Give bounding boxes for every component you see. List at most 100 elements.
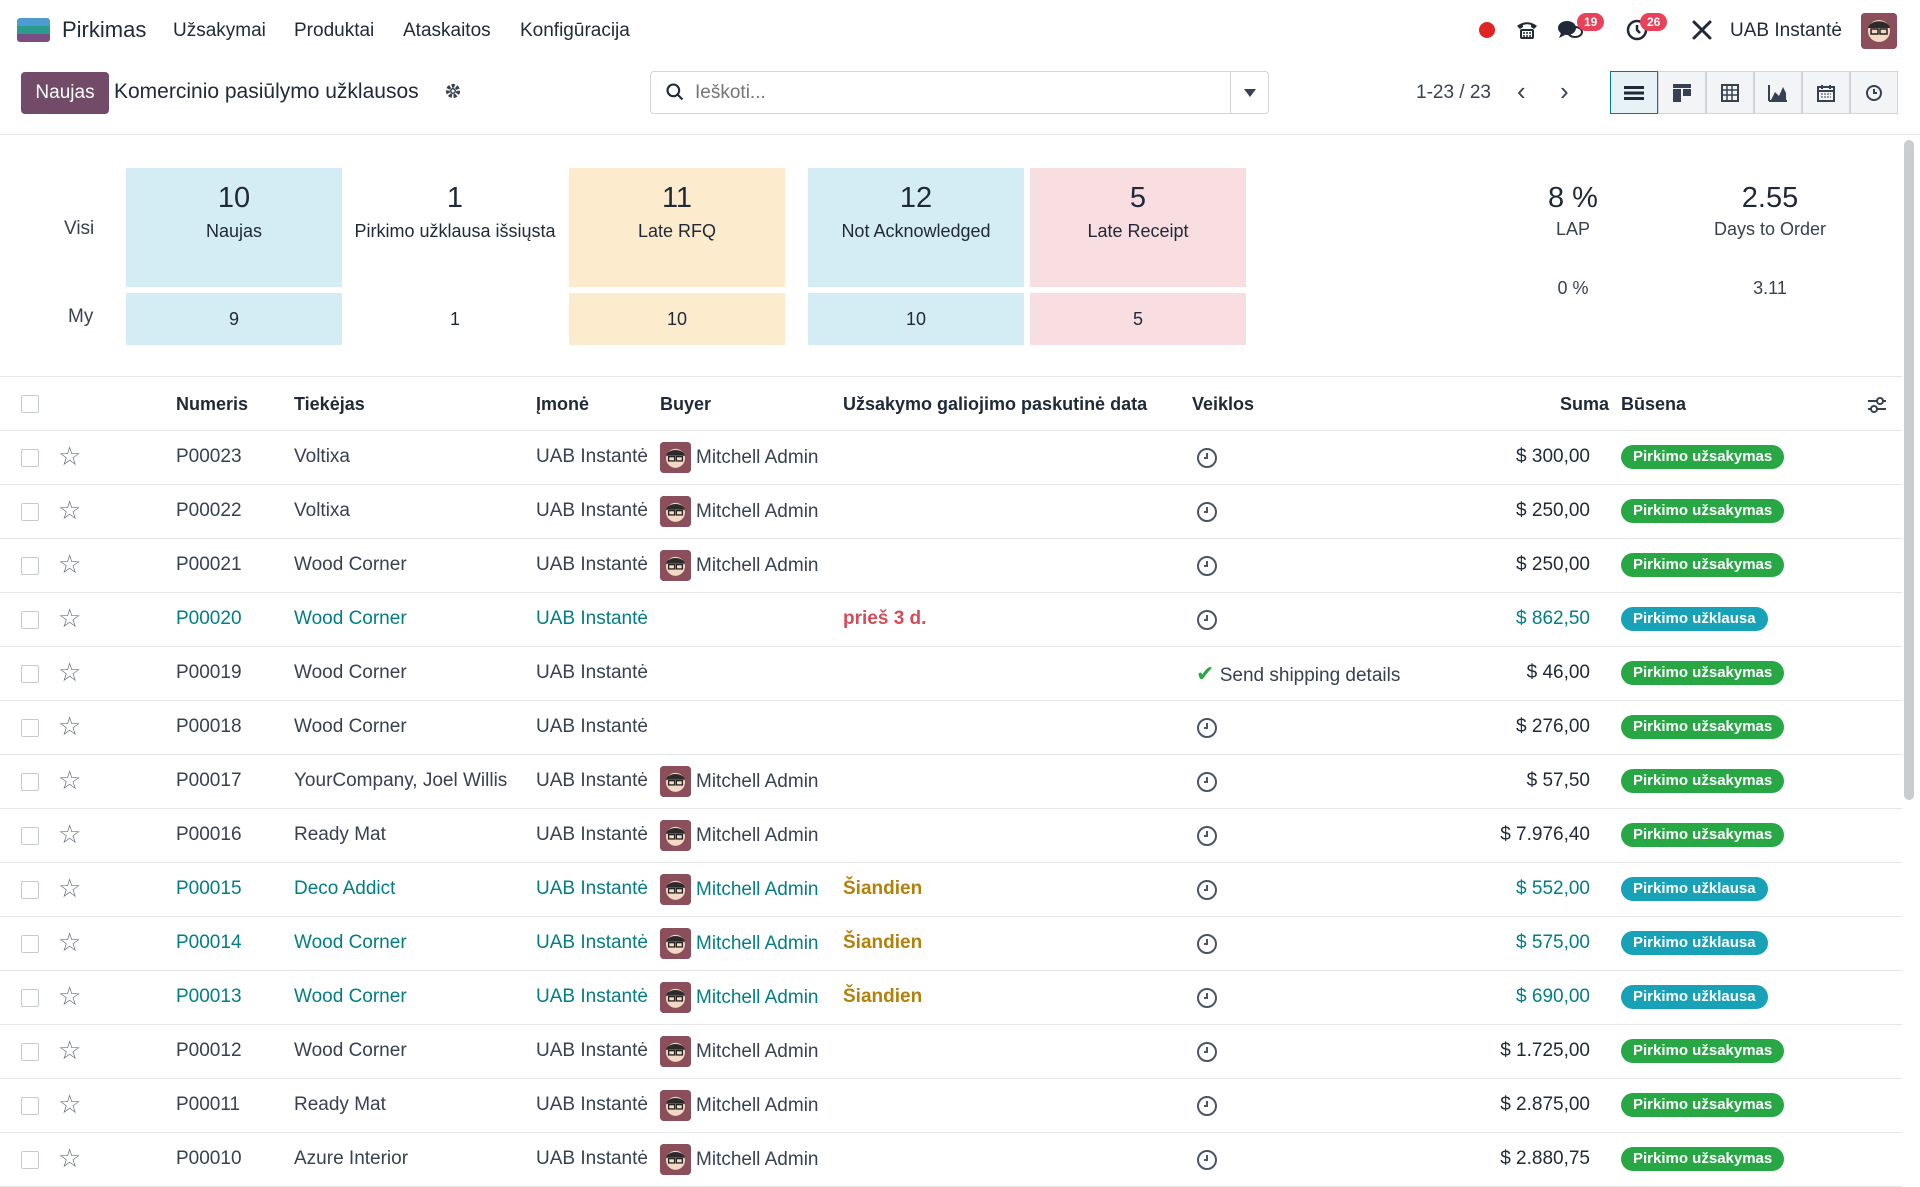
star-icon[interactable]: ☆	[58, 981, 82, 1011]
table-row[interactable]: ☆ P00011 Ready Mat UAB Instantė Mitchell Adm…	[0, 1079, 1902, 1133]
star-icon[interactable]: ☆	[58, 1089, 82, 1119]
row-checkbox[interactable]	[21, 1097, 39, 1115]
dashboard-tile-my[interactable]: 10	[808, 293, 1024, 345]
activity-clock-icon[interactable]	[1196, 879, 1218, 901]
star-icon[interactable]: ☆	[58, 927, 82, 957]
row-checkbox[interactable]	[21, 449, 39, 467]
table-row[interactable]: ☆ P00020 Wood Corner UAB Instantė prieš 3 d.…	[0, 593, 1902, 647]
menu-reporting[interactable]: Ataskaitos	[403, 20, 491, 41]
new-button[interactable]: Naujas	[21, 72, 109, 114]
gear-icon[interactable]	[444, 82, 462, 100]
menu-products[interactable]: Produktai	[294, 20, 375, 41]
row-checkbox[interactable]	[21, 503, 39, 521]
messages-icon[interactable]	[1557, 19, 1583, 41]
column-buyer[interactable]: Buyer	[660, 394, 712, 414]
table-row[interactable]: ☆ P00021 Wood Corner UAB Instantė Mitchell A…	[0, 539, 1902, 593]
dashboard-tile-all[interactable]: 11 Late RFQ	[569, 168, 785, 287]
table-row[interactable]: ☆ P00014 Wood Corner UAB Instantė Mitchell A…	[0, 917, 1902, 971]
table-row[interactable]: ☆ P00015 Deco Addict UAB Instantė Mitchell A…	[0, 863, 1902, 917]
column-total[interactable]: Suma	[1560, 394, 1610, 414]
activity-clock-icon[interactable]	[1196, 609, 1218, 631]
activity-clock-icon[interactable]	[1196, 933, 1218, 955]
list-view-button[interactable]	[1610, 71, 1658, 114]
optional-columns-icon[interactable]	[1867, 395, 1887, 415]
activity-view-button[interactable]	[1850, 71, 1898, 114]
pager-next-icon[interactable]: ›	[1560, 76, 1569, 106]
activity-clock-icon[interactable]	[1196, 1149, 1218, 1171]
activity-clock-icon[interactable]	[1196, 447, 1218, 469]
row-activity[interactable]: ✔ Send shipping details	[1196, 661, 1400, 687]
table-row[interactable]: ☆ P00016 Ready Mat UAB Instantė Mitchell Adm…	[0, 809, 1902, 863]
column-deadline[interactable]: Užsakymo galiojimo paskutinė data	[843, 394, 1148, 414]
recording-indicator-icon[interactable]	[1479, 22, 1495, 38]
row-checkbox[interactable]	[21, 827, 39, 845]
calendar-view-button[interactable]	[1802, 71, 1850, 114]
star-icon[interactable]: ☆	[58, 1143, 82, 1173]
dashboard-tile-all[interactable]: 12 Not Acknowledged	[808, 168, 1024, 287]
row-checkbox[interactable]	[21, 935, 39, 953]
dashboard-tile-my[interactable]: 5	[1030, 293, 1246, 345]
table-row[interactable]: ☆ P00012 Wood Corner UAB Instantė Mitchell A…	[0, 1025, 1902, 1079]
app-name[interactable]: Pirkimas	[62, 17, 147, 42]
dashboard-tile-all[interactable]: 10 Naujas	[126, 168, 342, 287]
row-checkbox[interactable]	[21, 773, 39, 791]
activity-clock-icon[interactable]	[1196, 1095, 1218, 1117]
scrollbar[interactable]	[1904, 140, 1914, 800]
table-row[interactable]: ☆ P00018 Wood Corner UAB Instantė $ 276,00 Pi…	[0, 701, 1902, 755]
star-icon[interactable]: ☆	[58, 441, 82, 471]
table-row[interactable]: ☆ P00010 Azure Interior UAB Instantė Mitchel…	[0, 1133, 1902, 1187]
column-number[interactable]: Numeris	[176, 394, 249, 414]
menu-orders[interactable]: Užsakymai	[173, 20, 266, 41]
row-checkbox[interactable]	[21, 1151, 39, 1169]
menu-configuration[interactable]: Konfigūracija	[520, 20, 630, 41]
row-checkbox[interactable]	[21, 1043, 39, 1061]
activity-clock-icon[interactable]	[1196, 555, 1218, 577]
row-checkbox[interactable]	[21, 557, 39, 575]
table-row[interactable]: ☆ P00013 Wood Corner UAB Instantė Mitchell A…	[0, 971, 1902, 1025]
select-all-checkbox[interactable]	[21, 395, 39, 413]
pivot-view-button[interactable]	[1706, 71, 1754, 114]
star-icon[interactable]: ☆	[58, 1035, 82, 1065]
star-icon[interactable]: ☆	[58, 495, 82, 525]
column-status[interactable]: Būsena	[1621, 394, 1687, 414]
column-vendor[interactable]: Tiekėjas	[294, 394, 365, 414]
activity-clock-icon[interactable]	[1196, 501, 1218, 523]
star-icon[interactable]: ☆	[58, 657, 82, 687]
search-options-toggle[interactable]	[1230, 72, 1268, 113]
purchase-app-icon[interactable]	[17, 18, 50, 42]
row-checkbox[interactable]	[21, 881, 39, 899]
pager-value[interactable]: 1-23 / 23	[1416, 82, 1491, 103]
graph-view-button[interactable]	[1754, 71, 1802, 114]
activity-clock-icon[interactable]	[1196, 987, 1218, 1009]
activity-clock-icon[interactable]	[1196, 771, 1218, 793]
table-row[interactable]: ☆ P00019 Wood Corner UAB Instantė ✔ Send shi…	[0, 647, 1902, 701]
pager-previous-icon[interactable]: ‹	[1517, 76, 1526, 106]
table-row[interactable]: ☆ P00023 Voltixa UAB Instantė Mitchell Admin…	[0, 431, 1902, 485]
table-row[interactable]: ☆ P00017 YourCompany, Joel Willis UAB Insta…	[0, 755, 1902, 809]
table-row[interactable]: ☆ P00022 Voltixa UAB Instantė Mitchell Admin…	[0, 485, 1902, 539]
activity-clock-icon[interactable]	[1196, 825, 1218, 847]
activity-clock-icon[interactable]	[1196, 717, 1218, 739]
star-icon[interactable]: ☆	[58, 549, 82, 579]
tools-icon[interactable]	[1690, 18, 1714, 42]
star-icon[interactable]: ☆	[58, 873, 82, 903]
row-checkbox[interactable]	[21, 665, 39, 683]
phone-icon[interactable]	[1515, 17, 1539, 41]
row-checkbox[interactable]	[21, 719, 39, 737]
dashboard-tile-all[interactable]: 1 Pirkimo užklausa išsiųsta	[347, 168, 563, 287]
row-checkbox[interactable]	[21, 611, 39, 629]
search-input[interactable]	[693, 79, 1203, 107]
star-icon[interactable]: ☆	[58, 603, 82, 633]
company-switcher[interactable]: UAB Instantė	[1730, 20, 1842, 41]
kanban-view-button[interactable]	[1658, 71, 1706, 114]
dashboard-tile-my[interactable]: 10	[569, 293, 785, 345]
column-company[interactable]: Įmonė	[536, 394, 590, 414]
column-activities[interactable]: Veiklos	[1192, 394, 1255, 414]
star-icon[interactable]: ☆	[58, 711, 82, 741]
star-icon[interactable]: ☆	[58, 765, 82, 795]
row-checkbox[interactable]	[21, 989, 39, 1007]
user-avatar[interactable]	[1861, 13, 1897, 49]
dashboard-tile-all[interactable]: 5 Late Receipt	[1030, 168, 1246, 287]
star-icon[interactable]: ☆	[58, 819, 82, 849]
activity-clock-icon[interactable]	[1196, 1041, 1218, 1063]
